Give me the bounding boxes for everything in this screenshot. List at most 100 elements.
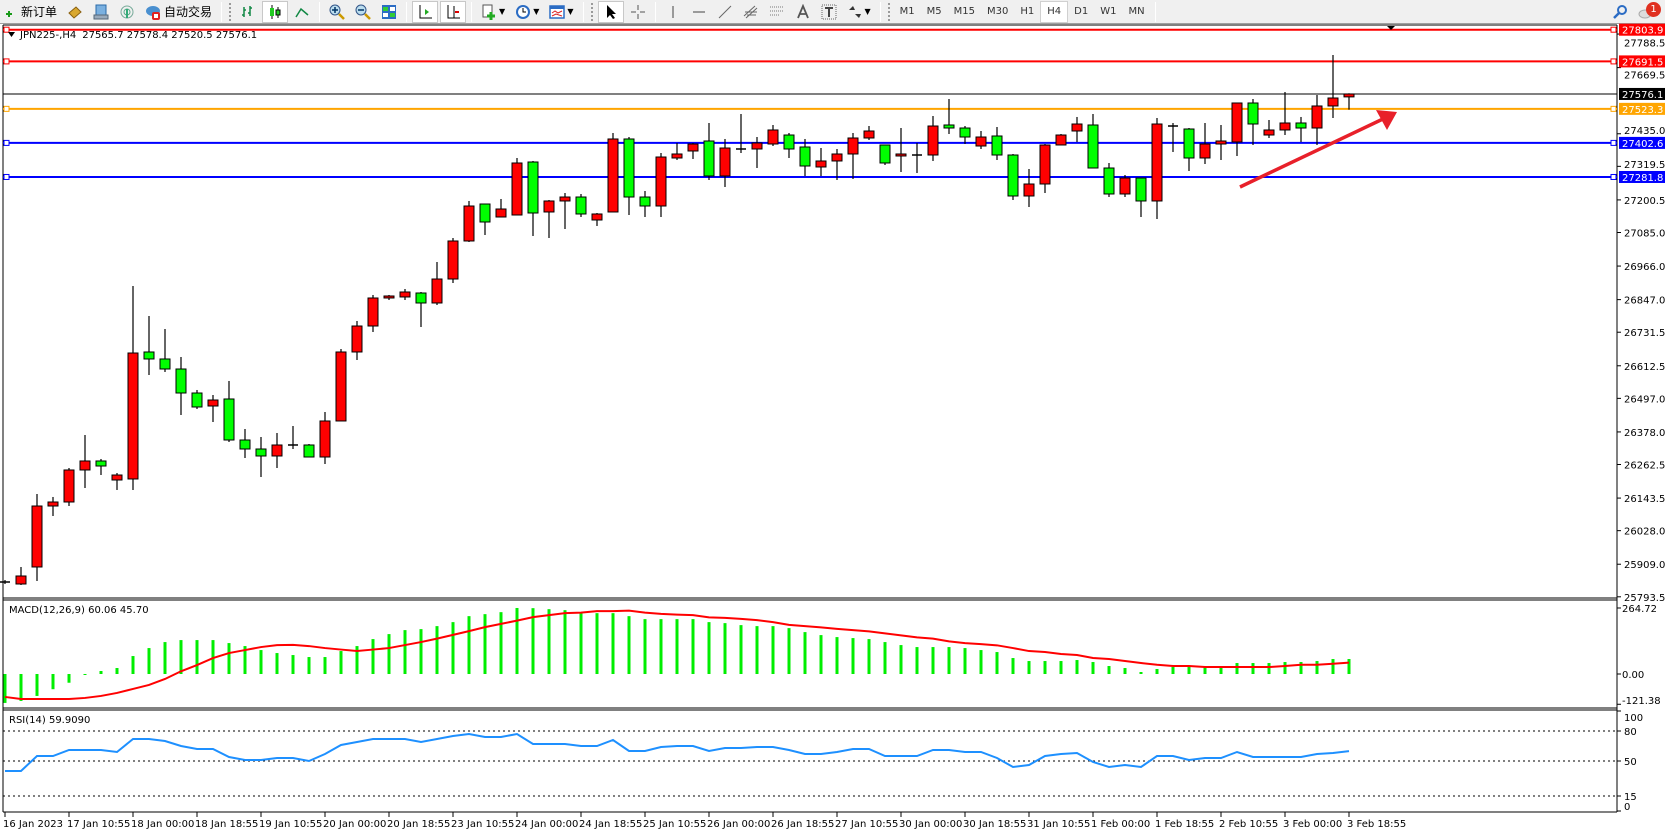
bar-chart-button[interactable] bbox=[236, 1, 260, 23]
toolbar-grip[interactable] bbox=[590, 2, 594, 21]
line-anchor-handle[interactable] bbox=[3, 173, 10, 180]
periods-button[interactable]: ▼ bbox=[511, 1, 543, 23]
candle bbox=[687, 142, 699, 159]
line-chart-button[interactable] bbox=[290, 1, 314, 23]
candle bbox=[1199, 122, 1211, 165]
line-anchor-handle[interactable] bbox=[1610, 139, 1617, 146]
search-button[interactable] bbox=[1608, 1, 1632, 23]
horizontal-line-button[interactable] bbox=[687, 1, 711, 23]
trendline-button[interactable] bbox=[713, 1, 737, 23]
auto-trading-button[interactable]: 自动交易 bbox=[141, 1, 216, 23]
line-anchor-handle[interactable] bbox=[1610, 58, 1617, 65]
macd-panel: 264.72 0.00 -121.38 bbox=[3, 604, 1661, 707]
line-anchor-handle[interactable] bbox=[1610, 26, 1617, 33]
candle-body bbox=[415, 292, 427, 304]
macd-histogram-bar bbox=[595, 613, 599, 674]
price-axis[interactable]: 27788.5 27669.5 27435.0 27319.5 27200.5 27085… bbox=[1617, 23, 1665, 604]
timeframe-h1[interactable]: H1 bbox=[1020, 6, 1035, 17]
vertical-line-button[interactable] bbox=[661, 1, 685, 23]
new-order-button[interactable]: 新订单 bbox=[1, 1, 61, 23]
chart-shift-icon bbox=[445, 4, 461, 20]
candle-body bbox=[959, 127, 971, 138]
arrows-button[interactable]: ▼ bbox=[843, 1, 875, 23]
price-level-tag bbox=[1619, 102, 1665, 115]
timeframe-m15[interactable]: M15 bbox=[953, 6, 976, 17]
price-tick-label: 27435.0 bbox=[1624, 126, 1665, 137]
candle-body bbox=[367, 297, 379, 327]
zoom-in-button[interactable] bbox=[325, 1, 349, 23]
candle bbox=[912, 142, 922, 174]
macd-histogram-bar bbox=[803, 632, 807, 674]
time-label: 31 Jan 10:55 bbox=[1027, 819, 1090, 830]
price-level-tag bbox=[1619, 55, 1665, 68]
signal-button[interactable] bbox=[115, 1, 139, 23]
rsi-axis-label: 50 bbox=[1624, 757, 1637, 768]
timeframe-m5[interactable]: M5 bbox=[926, 6, 942, 17]
candle-body bbox=[1295, 122, 1307, 129]
indicators-button[interactable]: ▼ bbox=[477, 1, 509, 23]
line-anchor-handle[interactable] bbox=[3, 105, 10, 112]
candle bbox=[63, 468, 75, 507]
rsi-panel: 100 80 50 150 bbox=[3, 710, 1643, 813]
timeframe-mn[interactable]: MN bbox=[1128, 6, 1145, 17]
line-anchor-handle[interactable] bbox=[1610, 105, 1617, 112]
market-watch-button[interactable] bbox=[63, 1, 87, 23]
text-label-button[interactable] bbox=[817, 1, 841, 23]
macd-histogram-bar bbox=[643, 619, 647, 674]
candle-body bbox=[543, 200, 555, 213]
macd-histogram-bar bbox=[339, 651, 343, 674]
macd-axis-label: 264.72 bbox=[1622, 604, 1657, 615]
candle-body bbox=[927, 125, 939, 156]
zoom-out-button[interactable] bbox=[351, 1, 375, 23]
collapse-triangle-icon[interactable] bbox=[8, 32, 15, 37]
candle-body bbox=[239, 439, 251, 450]
macd-histogram-bar bbox=[835, 637, 839, 674]
autoscroll-button[interactable] bbox=[412, 0, 439, 23]
candle-body bbox=[943, 124, 955, 129]
line-anchor-handle[interactable] bbox=[3, 26, 10, 33]
timeframe-w1[interactable]: W1 bbox=[1100, 6, 1117, 17]
tile-windows-button[interactable] bbox=[377, 1, 401, 23]
chart-shift-button[interactable] bbox=[440, 0, 467, 23]
line-anchor-handle[interactable] bbox=[3, 58, 10, 65]
chart-shift-marker-icon[interactable] bbox=[1387, 26, 1395, 30]
separator bbox=[654, 1, 656, 22]
toolbar-grip[interactable] bbox=[887, 2, 891, 21]
candle bbox=[207, 395, 219, 422]
macd-histogram-bar bbox=[627, 616, 631, 674]
time-axis[interactable]: 16 Jan 2023 17 Jan 10:55 18 Jan 00:00 18 Ja… bbox=[3, 812, 1406, 830]
templates-icon bbox=[549, 4, 566, 20]
candle-body bbox=[1071, 123, 1083, 132]
bar-chart-icon bbox=[240, 4, 256, 20]
timeframe-m30[interactable]: M30 bbox=[987, 6, 1009, 17]
candle bbox=[783, 133, 795, 158]
macd-histogram-bar bbox=[179, 640, 183, 674]
macd-histogram-bar bbox=[387, 634, 391, 674]
equidistant-channel-button[interactable] bbox=[739, 1, 763, 23]
toolbar-grip[interactable] bbox=[229, 2, 232, 21]
text-button[interactable] bbox=[791, 1, 815, 23]
crosshair-button[interactable] bbox=[626, 1, 650, 23]
timeframe-m1[interactable]: M1 bbox=[899, 6, 915, 17]
line-anchor-handle[interactable] bbox=[3, 139, 10, 146]
macd-axis-label: -121.38 bbox=[1622, 696, 1661, 707]
candle-body bbox=[799, 146, 811, 167]
price-level-tag-label: 27803.9 bbox=[1622, 26, 1663, 37]
history-button[interactable] bbox=[89, 1, 113, 23]
notification-button[interactable]: 1 bbox=[1634, 1, 1664, 23]
price-tick-label: 26612.5 bbox=[1624, 362, 1665, 373]
time-label: 26 Jan 00:00 bbox=[707, 819, 770, 830]
templates-button[interactable]: ▼ bbox=[545, 1, 577, 23]
timeframe-d1[interactable]: D1 bbox=[1074, 6, 1089, 17]
timeframe-h4[interactable]: H4 bbox=[1040, 0, 1069, 23]
candle-body bbox=[1263, 129, 1275, 136]
cursor-button[interactable] bbox=[597, 0, 624, 23]
line-anchor-handle[interactable] bbox=[1610, 173, 1617, 180]
trend-arrow[interactable] bbox=[1239, 110, 1397, 189]
auto-trading-label: 自动交易 bbox=[164, 5, 213, 19]
macd-histogram-bar bbox=[515, 607, 519, 674]
fibonacci-button[interactable] bbox=[765, 1, 789, 23]
candlestick-button[interactable] bbox=[262, 0, 289, 23]
candle-body bbox=[335, 351, 347, 422]
